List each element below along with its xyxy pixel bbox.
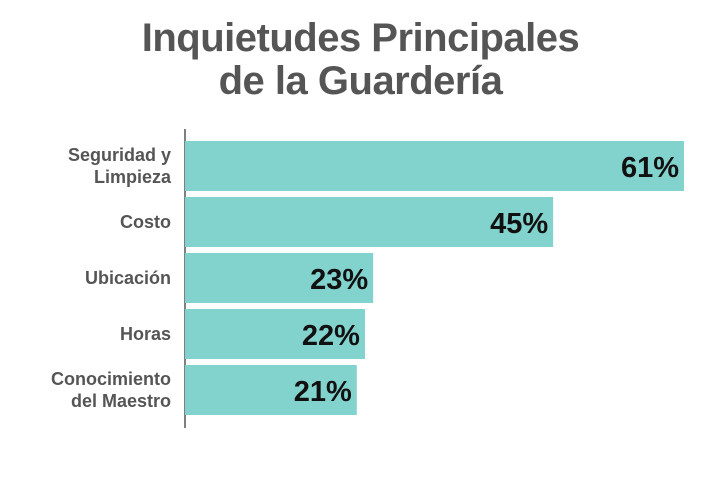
category-label-2-line-0: Ubicación — [85, 268, 171, 288]
bar-0 — [185, 141, 684, 191]
value-label-3: 22% — [302, 320, 360, 352]
value-label-1: 45% — [490, 208, 548, 240]
category-label-1-line-0: Costo — [120, 212, 171, 232]
value-label-2: 23% — [310, 264, 368, 296]
category-label-3-line-0: Horas — [120, 324, 171, 344]
value-label-4: 21% — [294, 376, 352, 408]
chart-title-line-2: de la Guardería — [218, 59, 503, 103]
bar-2 — [185, 253, 374, 303]
bar-3 — [185, 309, 365, 359]
category-label-4-line-1: del Maestro — [71, 391, 171, 411]
bar-4 — [185, 365, 357, 415]
category-label-0-line-1: Limpieza — [94, 167, 172, 187]
category-label-4-line-0: Conocimiento — [51, 369, 171, 389]
value-label-0: 61% — [621, 152, 679, 184]
chart-title-line-1: Inquietudes Principales — [141, 16, 580, 60]
category-label-0-line-0: Seguridad y — [68, 145, 171, 165]
bar-1 — [185, 197, 554, 247]
